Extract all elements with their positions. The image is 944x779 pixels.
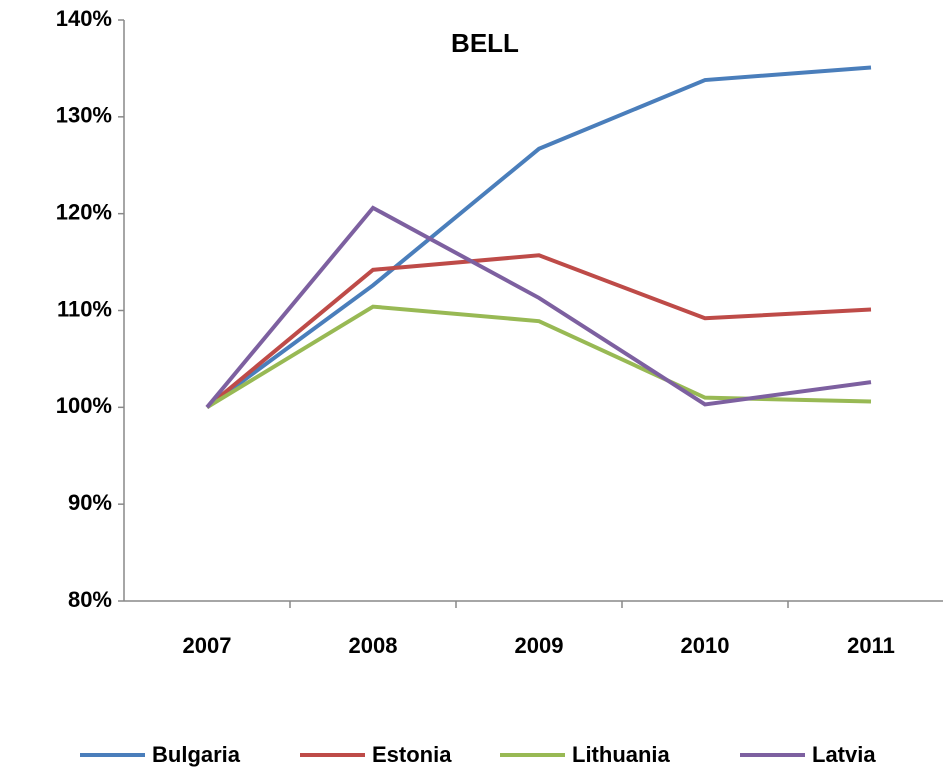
y-tick-label: 90%: [68, 490, 112, 515]
series-line: [205, 65, 872, 409]
x-tick-label: 2008: [349, 633, 398, 658]
chart-title: BELL: [451, 28, 519, 58]
x-tick-label: 2007: [183, 633, 232, 658]
x-tick-label: 2009: [515, 633, 564, 658]
series-line: [205, 205, 872, 409]
legend-label: Latvia: [812, 742, 876, 767]
y-tick-label: 140%: [56, 6, 112, 31]
legend-label: Bulgaria: [152, 742, 241, 767]
legend-label: Lithuania: [572, 742, 671, 767]
y-tick-label: 110%: [57, 296, 112, 321]
series-line: [205, 253, 872, 409]
legend-label: Estonia: [372, 742, 452, 767]
series-line: [205, 304, 872, 410]
y-tick-label: 100%: [56, 393, 112, 418]
y-tick-label: 120%: [56, 199, 112, 224]
y-tick-label: 130%: [56, 103, 112, 128]
x-tick-label: 2011: [847, 633, 895, 658]
x-tick-label: 2010: [681, 633, 730, 658]
y-tick-label: 80%: [68, 587, 112, 612]
